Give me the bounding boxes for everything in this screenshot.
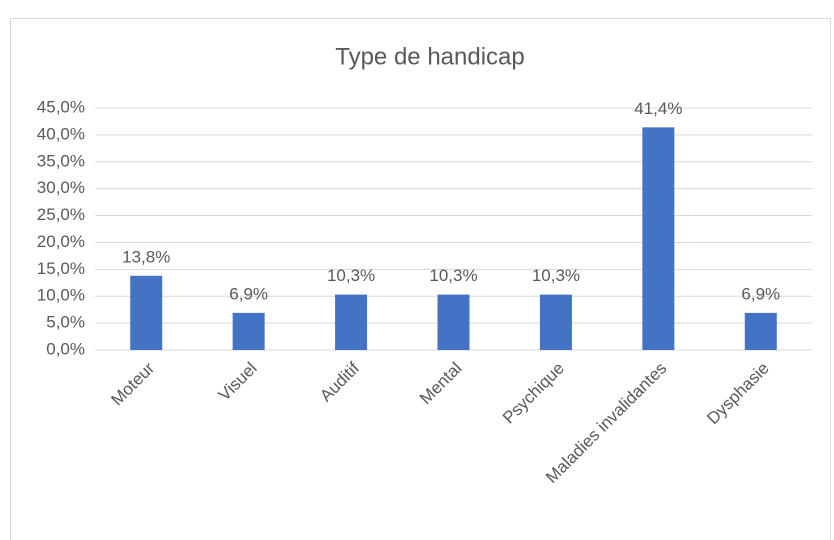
chart-title: Type de handicap bbox=[335, 43, 524, 70]
data-label: 41,4% bbox=[634, 99, 682, 118]
data-label: 10,3% bbox=[429, 266, 477, 285]
y-tick-label: 45,0% bbox=[37, 97, 85, 116]
y-tick-label: 30,0% bbox=[37, 178, 85, 197]
bar bbox=[642, 127, 675, 350]
y-tick-label: 0,0% bbox=[46, 339, 85, 358]
bar bbox=[335, 294, 368, 350]
bar bbox=[232, 312, 265, 350]
y-tick-label: 10,0% bbox=[37, 286, 85, 305]
bar bbox=[539, 294, 572, 350]
data-label: 10,3% bbox=[532, 266, 580, 285]
y-tick-label: 5,0% bbox=[46, 313, 85, 332]
bar bbox=[437, 294, 470, 350]
data-label: 13,8% bbox=[122, 247, 170, 266]
bar bbox=[744, 312, 777, 350]
y-tick-label: 35,0% bbox=[37, 151, 85, 170]
data-label: 6,9% bbox=[229, 284, 268, 303]
y-tick-label: 15,0% bbox=[37, 259, 85, 278]
y-tick-label: 25,0% bbox=[37, 205, 85, 224]
data-label: 10,3% bbox=[327, 266, 375, 285]
bar bbox=[130, 275, 163, 350]
data-label: 6,9% bbox=[741, 284, 780, 303]
y-tick-label: 40,0% bbox=[37, 124, 85, 143]
y-tick-label: 20,0% bbox=[37, 232, 85, 251]
